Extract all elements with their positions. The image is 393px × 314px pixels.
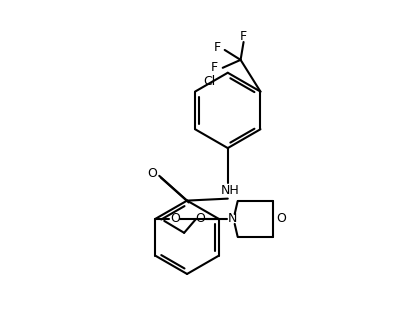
- Text: O: O: [195, 213, 205, 225]
- Text: F: F: [214, 41, 221, 54]
- Text: O: O: [276, 213, 286, 225]
- Text: O: O: [170, 213, 180, 225]
- Text: O: O: [147, 167, 157, 180]
- Text: N: N: [228, 213, 237, 225]
- Text: NH: NH: [220, 184, 239, 197]
- Text: Cl: Cl: [203, 75, 215, 88]
- Text: F: F: [211, 61, 219, 74]
- Text: F: F: [240, 30, 247, 43]
